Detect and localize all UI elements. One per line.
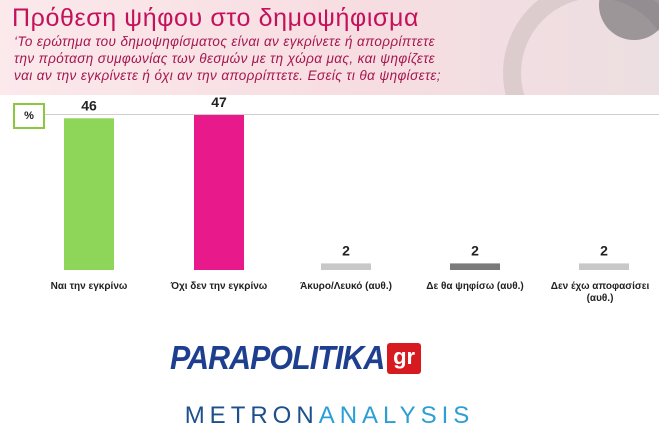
bar-value-label: 47 <box>211 95 227 110</box>
metron-logo-part1: METRON <box>184 402 319 429</box>
metron-logo-part2: ANALYSIS <box>318 402 475 429</box>
bar-chart: 46 Ναι την εγκρίνω 47 Όχι δεν την εγκρίνω 2 Ά… <box>51 95 650 304</box>
parapolitika-logo: PARAPOLITIKA gr <box>170 339 422 376</box>
category-label: Δε θα ψηφίσω (αυθ.) <box>426 281 524 292</box>
category-label: Άκυρο/Λευκό (αυθ.) <box>300 281 392 292</box>
question-line: ‘Το ερώτημα του δημοψηφίσματος είναι αν … <box>14 34 435 49</box>
question-line: την πρόταση συμφωνίας των θεσμών με τη χ… <box>14 51 435 66</box>
parapolitika-logo-text: PARAPOLITIKA <box>170 339 385 376</box>
unit-label-box: % <box>13 103 45 129</box>
category-label: Δεν έχω αποφασίσει (αυθ.) <box>551 281 650 304</box>
category-label: Όχι δεν την εγκρίνω <box>170 281 268 292</box>
bar-value-label: 46 <box>81 97 97 113</box>
header-banner: Πρόθεση ψήφου στο δημοψήφισμα ‘Το ερώτημ… <box>0 0 659 95</box>
bar-value-label: 2 <box>342 242 350 258</box>
metron-analysis-logo: METRONANALYSIS <box>0 402 659 430</box>
category-label: Ναι την εγκρίνω <box>51 281 128 292</box>
question-text: ‘Το ερώτημα του δημοψηφίσματος είναι αν … <box>14 33 614 84</box>
parapolitika-logo-suffix: gr <box>387 342 422 374</box>
bar-value-label: 2 <box>471 242 479 258</box>
bar <box>321 263 371 270</box>
separator-line <box>36 114 659 115</box>
bar <box>64 118 114 270</box>
bar-value-label: 2 <box>600 242 608 258</box>
question-line: ναι αν την εγκρίνετε ή όχι αν την απορρί… <box>14 68 441 83</box>
bar <box>194 115 244 270</box>
bar <box>579 263 629 270</box>
bar <box>450 263 500 270</box>
chart-title: Πρόθεση ψήφου στο δημοψήφισμα <box>12 4 420 32</box>
